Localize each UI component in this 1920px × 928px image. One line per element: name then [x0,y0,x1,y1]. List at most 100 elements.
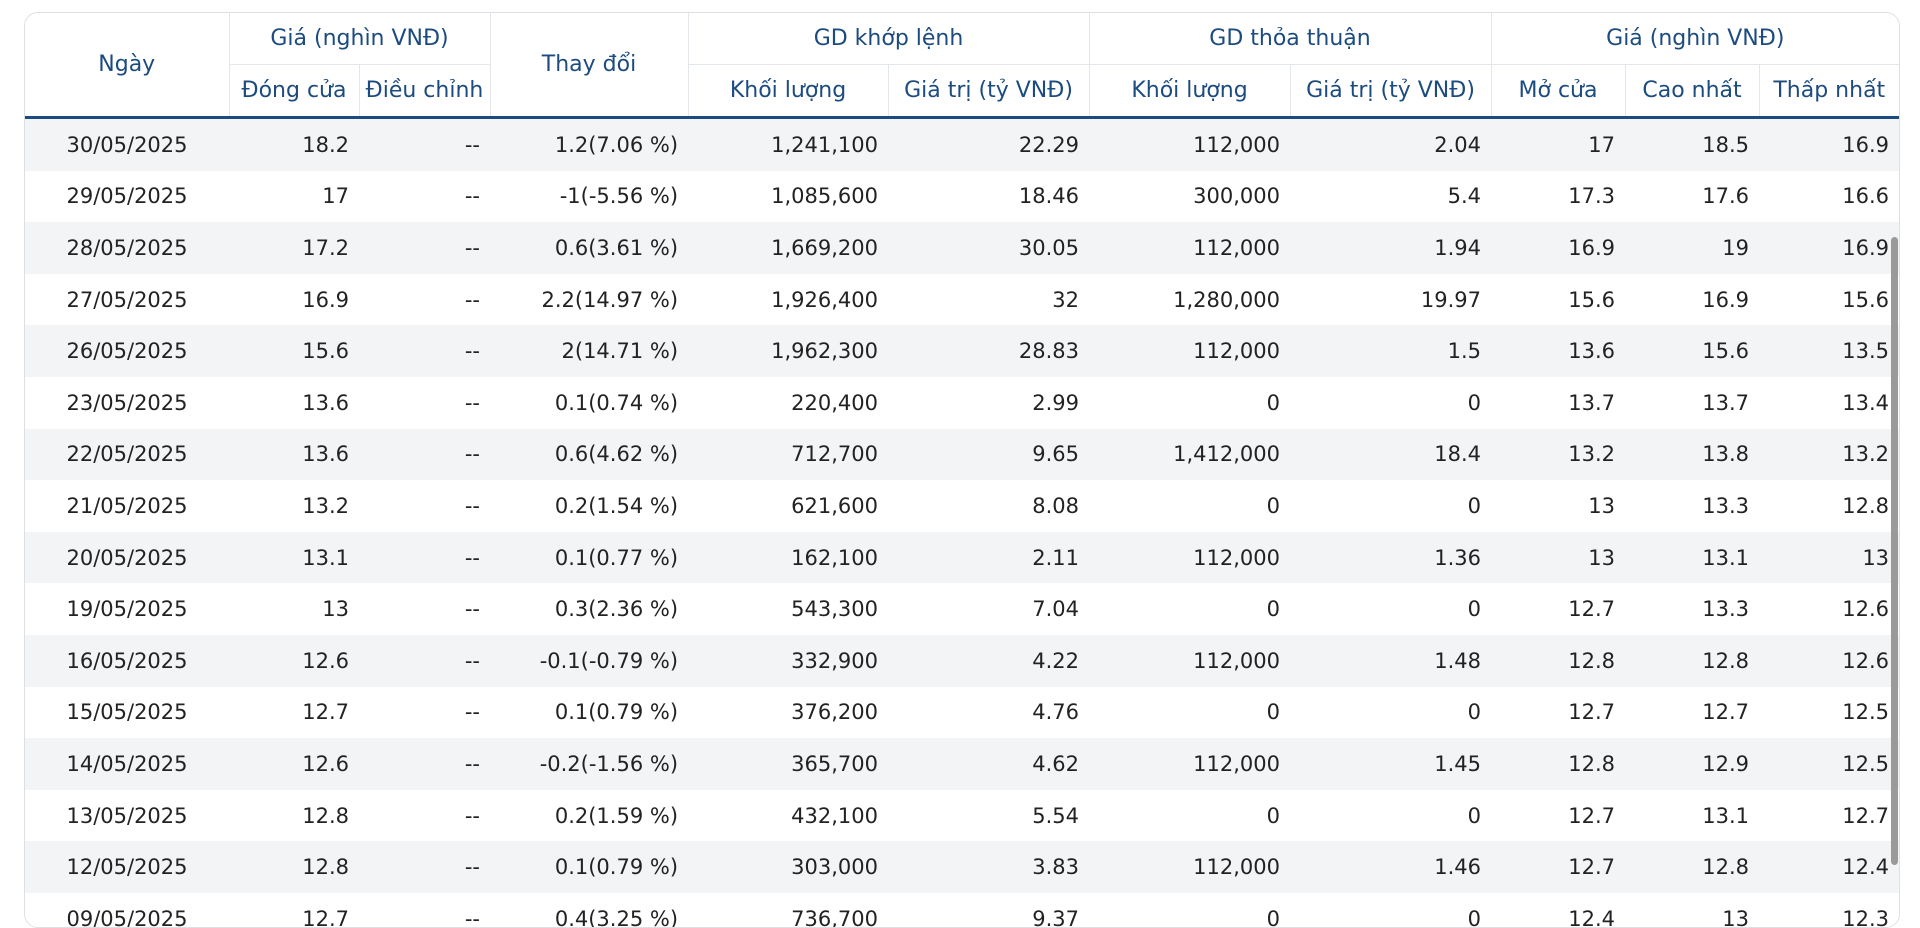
cell-date: 14/05/2025 [25,738,229,790]
table-row: 29/05/2025 17 -- -1(-5.56 %) 1,085,600 1… [25,171,1899,223]
cell-low: 12.4 [1759,841,1899,893]
cell-close: 12.8 [229,790,359,842]
cell-negotiated-volume: 112,000 [1089,532,1290,584]
cell-matched-value: 2.99 [888,377,1089,429]
cell-open: 12.7 [1491,841,1625,893]
cell-change: 0.4(3.25 %) [490,893,688,928]
vertical-scrollbar[interactable] [1889,119,1899,927]
cell-adjusted: -- [359,377,490,429]
cell-change: 0.1(0.77 %) [490,532,688,584]
cell-change: 0.1(0.79 %) [490,687,688,739]
header-low[interactable]: Thấp nhất [1759,65,1899,118]
cell-low: 12.5 [1759,738,1899,790]
cell-matched-volume: 365,700 [688,738,888,790]
cell-negotiated-value: 19.97 [1290,274,1491,326]
cell-change: -0.1(-0.79 %) [490,635,688,687]
cell-date: 26/05/2025 [25,325,229,377]
cell-matched-volume: 736,700 [688,893,888,928]
cell-close: 13 [229,583,359,635]
cell-matched-value: 30.05 [888,222,1089,274]
cell-high: 19 [1625,222,1759,274]
cell-adjusted: -- [359,687,490,739]
cell-negotiated-value: 1.94 [1290,222,1491,274]
header-change[interactable]: Thay đổi [490,13,688,118]
cell-adjusted: -- [359,635,490,687]
header-high[interactable]: Cao nhất [1625,65,1759,118]
header-matched-value[interactable]: Giá trị (tỷ VNĐ) [888,65,1089,118]
cell-close: 15.6 [229,325,359,377]
cell-matched-volume: 543,300 [688,583,888,635]
table-row: 21/05/2025 13.2 -- 0.2(1.54 %) 621,600 8… [25,480,1899,532]
cell-open: 13 [1491,480,1625,532]
cell-close: 12.6 [229,738,359,790]
cell-adjusted: -- [359,325,490,377]
cell-matched-volume: 303,000 [688,841,888,893]
header-adjusted[interactable]: Điều chỉnh [359,65,490,118]
cell-close: 13.2 [229,480,359,532]
cell-low: 13 [1759,532,1899,584]
cell-change: 1.2(7.06 %) [490,118,688,171]
header-open[interactable]: Mở cửa [1491,65,1625,118]
cell-negotiated-volume: 0 [1089,583,1290,635]
cell-date: 19/05/2025 [25,583,229,635]
cell-negotiated-value: 1.5 [1290,325,1491,377]
cell-open: 16.9 [1491,222,1625,274]
header-negotiated-value[interactable]: Giá trị (tỷ VNĐ) [1290,65,1491,118]
cell-negotiated-value: 0 [1290,583,1491,635]
cell-date: 16/05/2025 [25,635,229,687]
cell-close: 12.6 [229,635,359,687]
cell-matched-volume: 220,400 [688,377,888,429]
cell-negotiated-volume: 112,000 [1089,325,1290,377]
cell-negotiated-value: 5.4 [1290,171,1491,223]
cell-close: 17 [229,171,359,223]
cell-negotiated-volume: 0 [1089,480,1290,532]
cell-negotiated-volume: 1,280,000 [1089,274,1290,326]
cell-open: 12.4 [1491,893,1625,928]
cell-close: 12.7 [229,893,359,928]
cell-date: 28/05/2025 [25,222,229,274]
table-body: 30/05/2025 18.2 -- 1.2(7.06 %) 1,241,100… [25,118,1899,928]
cell-negotiated-volume: 1,412,000 [1089,429,1290,481]
cell-high: 12.8 [1625,635,1759,687]
header-negotiated-group: GD thỏa thuận [1089,13,1491,65]
cell-negotiated-value: 0 [1290,377,1491,429]
cell-negotiated-volume: 112,000 [1089,118,1290,171]
header-close[interactable]: Đóng cửa [229,65,359,118]
scrollbar-thumb[interactable] [1891,237,1898,865]
cell-negotiated-volume: 112,000 [1089,738,1290,790]
cell-low: 12.3 [1759,893,1899,928]
cell-adjusted: -- [359,583,490,635]
cell-low: 12.6 [1759,635,1899,687]
header-date[interactable]: Ngày [25,13,229,118]
cell-close: 12.7 [229,687,359,739]
header-price-group-2: Giá (nghìn VNĐ) [1491,13,1899,65]
cell-matched-volume: 162,100 [688,532,888,584]
cell-negotiated-volume: 0 [1089,377,1290,429]
cell-matched-volume: 1,241,100 [688,118,888,171]
cell-negotiated-volume: 0 [1089,687,1290,739]
cell-open: 17 [1491,118,1625,171]
cell-high: 13 [1625,893,1759,928]
cell-matched-volume: 332,900 [688,635,888,687]
header-negotiated-volume[interactable]: Khối lượng [1089,65,1290,118]
cell-high: 12.8 [1625,841,1759,893]
table-row: 12/05/2025 12.8 -- 0.1(0.79 %) 303,000 3… [25,841,1899,893]
price-history-table-card: Ngày Giá (nghìn VNĐ) Thay đổi GD khớp lệ… [24,12,1900,928]
cell-negotiated-value: 2.04 [1290,118,1491,171]
cell-date: 30/05/2025 [25,118,229,171]
cell-negotiated-volume: 0 [1089,893,1290,928]
cell-change: 0.2(1.54 %) [490,480,688,532]
header-matched-volume[interactable]: Khối lượng [688,65,888,118]
cell-adjusted: -- [359,274,490,326]
cell-matched-value: 5.54 [888,790,1089,842]
cell-matched-value: 32 [888,274,1089,326]
cell-date: 15/05/2025 [25,687,229,739]
table-row: 20/05/2025 13.1 -- 0.1(0.77 %) 162,100 2… [25,532,1899,584]
cell-matched-volume: 376,200 [688,687,888,739]
cell-matched-value: 9.37 [888,893,1089,928]
table-row: 28/05/2025 17.2 -- 0.6(3.61 %) 1,669,200… [25,222,1899,274]
cell-change: -0.2(-1.56 %) [490,738,688,790]
header-price-group: Giá (nghìn VNĐ) [229,13,490,65]
table-row: 22/05/2025 13.6 -- 0.6(4.62 %) 712,700 9… [25,429,1899,481]
cell-matched-volume: 1,962,300 [688,325,888,377]
